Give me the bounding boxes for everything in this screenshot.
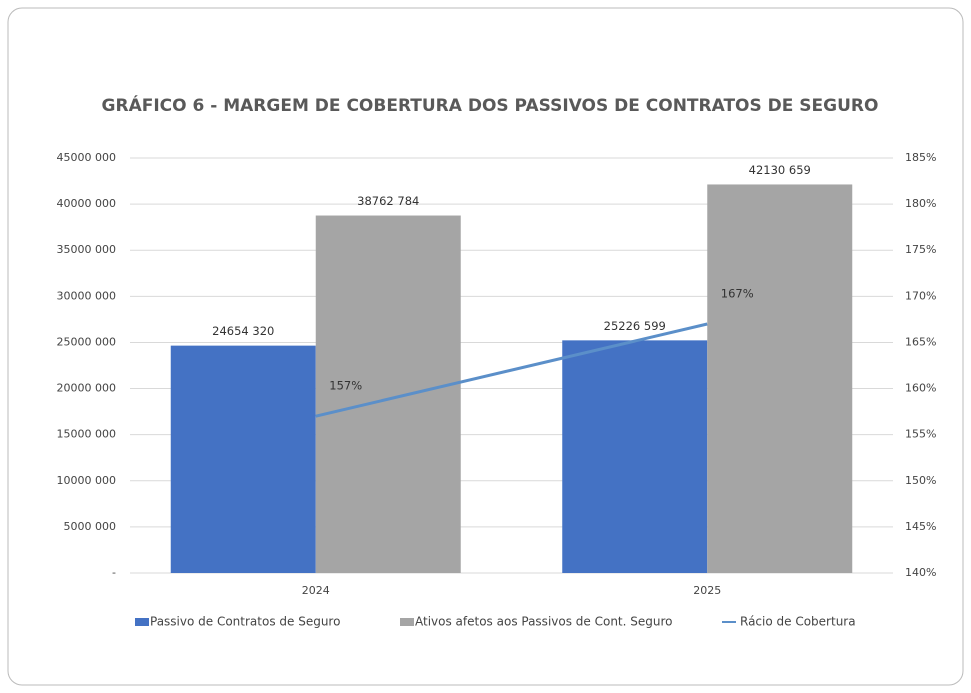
y-tick-label: 15000 000 — [57, 428, 117, 441]
legend-label: Rácio de Cobertura — [740, 615, 856, 629]
y2-tick-label: 185% — [905, 151, 936, 164]
bar — [170, 345, 316, 573]
y2-tick-label: 155% — [905, 428, 936, 441]
value-label: 38762 784 — [357, 194, 419, 208]
y-tick-label: 30000 000 — [57, 289, 117, 302]
y-tick-label: 40000 000 — [57, 197, 117, 210]
y2-tick-label: 160% — [905, 382, 936, 395]
legend-label: Passivo de Contratos de Seguro — [150, 615, 340, 629]
y2-tick-label: 150% — [905, 474, 936, 487]
y-tick-label: 5000 000 — [64, 520, 117, 533]
value-label: 42130 659 — [749, 163, 811, 177]
bar — [315, 215, 461, 573]
legend-swatch — [135, 618, 149, 626]
value-label: 25226 599 — [604, 319, 666, 333]
y-tick-label: 35000 000 — [57, 243, 117, 256]
chart-title: GRÁFICO 6 - MARGEM DE COBERTURA DOS PASS… — [102, 94, 879, 116]
bar — [562, 340, 708, 573]
y2-tick-label: 170% — [905, 289, 936, 302]
y2-tick-label: 145% — [905, 520, 936, 533]
y-tick-label: 10000 000 — [57, 474, 117, 487]
y-tick-label: - — [112, 566, 116, 579]
line — [315, 322, 708, 418]
y2-tick-label: 140% — [905, 566, 936, 579]
x-tick-label: 2024 — [302, 584, 330, 597]
value-label: 167% — [721, 287, 754, 301]
y2-tick-label: 175% — [905, 243, 936, 256]
y2-tick-label: 165% — [905, 335, 936, 348]
bar — [707, 184, 853, 573]
legend-label: Ativos afetos aos Passivos de Cont. Segu… — [415, 615, 673, 629]
y-tick-label: 25000 000 — [57, 335, 117, 348]
y-tick-label: 45000 000 — [57, 151, 117, 164]
y2-tick-label: 180% — [905, 197, 936, 210]
value-label: 24654 320 — [212, 324, 274, 338]
legend-swatch — [400, 618, 414, 626]
y-tick-label: 20000 000 — [57, 382, 117, 395]
x-tick-label: 2025 — [693, 584, 721, 597]
value-label: 157% — [329, 379, 362, 393]
